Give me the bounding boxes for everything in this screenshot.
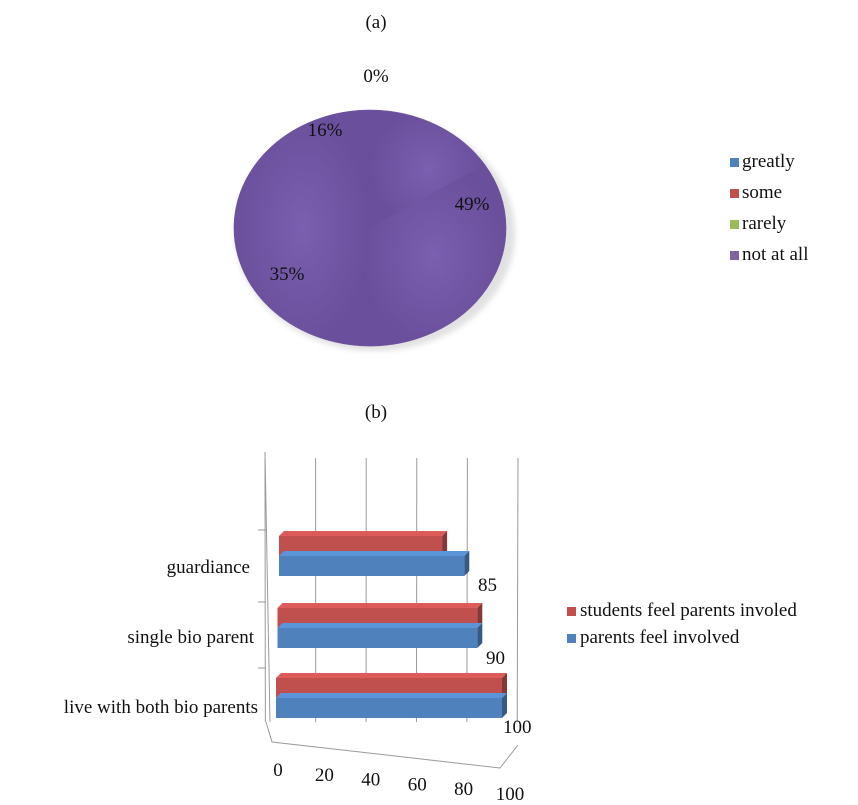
bar-chart-bars <box>276 531 507 718</box>
category-label: live with both bio parents <box>64 697 258 718</box>
bar-chart-legend: students feel parents involed parents fee… <box>567 600 797 648</box>
category-label: guardiance <box>167 557 250 578</box>
legend-label: rarely <box>742 213 787 234</box>
bar-blue-guardiance <box>279 556 465 576</box>
bar-top-blue-single-bio-parent <box>277 623 483 628</box>
legend-swatch <box>730 189 739 198</box>
data-label: 85 <box>478 575 497 596</box>
pie-slice-rarely <box>361 164 507 347</box>
legend-swatch <box>567 607 576 616</box>
category-label: single bio parent <box>127 627 254 648</box>
pie-labels: 0% 16% 35% 49% <box>270 66 490 285</box>
legend-label: some <box>742 182 782 203</box>
bar-top-blue-live-with-both-bio-parents <box>276 693 507 698</box>
floor-edge <box>265 721 519 769</box>
bar-side-blue-single-bio-parent <box>477 623 483 648</box>
x-tick-label: 0 <box>273 760 283 781</box>
bar-blue-live-with-both-bio-parents <box>276 698 502 718</box>
pie-legend: greatly some rarely not at all <box>730 151 808 265</box>
data-label: 100 <box>503 717 532 738</box>
x-tick-label: 80 <box>454 779 473 800</box>
bar-top-red-guardiance <box>279 531 448 536</box>
pie-slices <box>233 109 507 347</box>
x-tick-label: 40 <box>361 770 380 791</box>
bar-side-blue-live-with-both-bio-parents <box>502 693 507 718</box>
bar-chart-tick-labels: 0 20 40 60 80 100 <box>273 760 524 805</box>
pie-chart-panel: (a) 0% 16% 35% 49% greatly some rarely not at … <box>233 12 808 351</box>
x-tick-label: 20 <box>315 765 334 786</box>
legend-swatch <box>730 158 739 167</box>
bar-chart-title: (b) <box>365 402 387 423</box>
bar-blue-single-bio-parent <box>277 628 478 648</box>
bar-top-blue-guardiance <box>279 551 470 556</box>
bar-chart-data-labels: 100 90 85 <box>478 575 532 738</box>
pie-slice-some <box>369 109 486 229</box>
legend-swatch <box>730 220 739 229</box>
bar-side-red-single-bio-parent <box>477 603 483 628</box>
pie-value-label: 35% <box>270 264 305 285</box>
pie-value-label: 16% <box>308 120 343 141</box>
x-tick-label: 100 <box>496 784 525 805</box>
bar-chart-category-labels: live with both bio parents single bio par… <box>64 557 258 718</box>
pie-value-label: 49% <box>455 194 490 215</box>
legend-label: greatly <box>742 151 795 172</box>
bar-side-red-live-with-both-bio-parents <box>502 673 507 698</box>
pie-slice-not-at-all <box>233 109 371 347</box>
bar-top-red-single-bio-parent <box>277 603 483 608</box>
gridline <box>516 457 519 723</box>
y-axis-line <box>264 451 271 723</box>
legend-label: parents feel involved <box>580 627 740 648</box>
bar-chart-panel: (b) live with both bio parents single bio… <box>64 402 798 805</box>
legend-label: students feel parents involed <box>580 600 797 621</box>
legend-swatch <box>730 251 739 260</box>
bar-side-blue-guardiance <box>464 551 470 576</box>
bar-side-red-guardiance <box>442 531 448 556</box>
legend-label: not at all <box>742 244 808 265</box>
pie-value-label: 0% <box>363 66 389 87</box>
pie-chart-title: (a) <box>365 12 386 33</box>
data-label: 90 <box>486 648 505 669</box>
bar-top-red-live-with-both-bio-parents <box>276 673 507 678</box>
legend-swatch <box>567 634 576 643</box>
x-tick-label: 60 <box>408 774 427 795</box>
